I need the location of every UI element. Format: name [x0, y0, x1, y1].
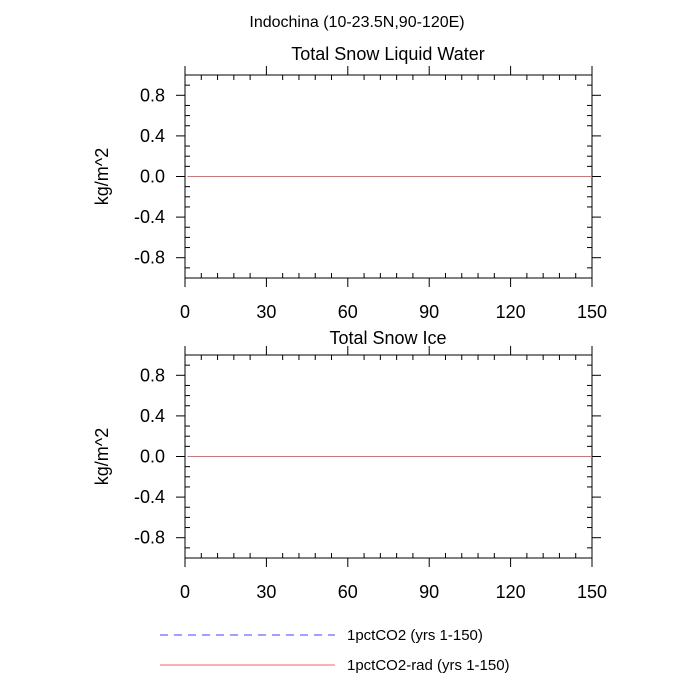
x-tick-label: 120: [496, 302, 526, 322]
figure-suptitle: Indochina (10-23.5N,90-120E): [249, 14, 464, 31]
legend: 1pctCO2 (yrs 1-150) 1pctCO2-rad (yrs 1-1…: [160, 627, 510, 674]
y-tick-label: 0.0: [140, 447, 165, 467]
panel-title: Total Snow Ice: [329, 328, 446, 348]
panel-snow-liquid-water: Total Snow Liquid Water 0 30 60 90 120 150 -0.…: [92, 44, 607, 322]
panel-title: Total Snow Liquid Water: [291, 44, 484, 64]
x-tick-label: 120: [496, 582, 526, 602]
x-tick-label: 60: [338, 302, 358, 322]
panel-snow-ice: Total Snow Ice 0 30 60 90 120 150-0.8-0.40.00…: [92, 328, 607, 602]
x-tick-label: 0: [180, 302, 190, 322]
y-axis-label: kg/m^2: [92, 428, 112, 485]
x-tick-label: 60: [338, 582, 358, 602]
y-axis-label: kg/m^2: [92, 148, 112, 205]
x-tick-label: 90: [419, 582, 439, 602]
plot-area-snow-ice: 0 30 60 90 120 150 -0.8 -0.4 0.0 0.4 0.8 kg/m^2: [92, 346, 607, 602]
y-tick-label: -0.8: [134, 528, 165, 548]
x-tick-label: 150: [577, 302, 607, 322]
legend-label-1pctco2-rad: 1pctCO2-rad (yrs 1-150): [347, 657, 510, 674]
y-tick-label: -0.8: [134, 248, 165, 268]
legend-label-1pctco2: 1pctCO2 (yrs 1-150): [347, 627, 483, 644]
y-tick-label: 0.0: [140, 167, 165, 187]
y-tick-label: 0.8: [140, 85, 165, 105]
x-tick-label: 0: [180, 582, 190, 602]
x-tick-label: 90: [419, 302, 439, 322]
y-tick-label: -0.4: [134, 207, 165, 227]
x-tick-label: 150: [577, 582, 607, 602]
y-tick-label: 0.4: [140, 406, 165, 426]
x-tick-label: 30: [256, 582, 276, 602]
y-tick-label: -0.4: [134, 487, 165, 507]
plot-area-snow-liquid-water: 0 30 60 90 120 150 -0.8 -0.4 0.0 0.4 0.8 kg/m^2: [92, 66, 607, 322]
y-tick-label: 0.4: [140, 126, 165, 146]
x-tick-label: 30: [256, 302, 276, 322]
y-tick-label: 0.8: [140, 365, 165, 385]
